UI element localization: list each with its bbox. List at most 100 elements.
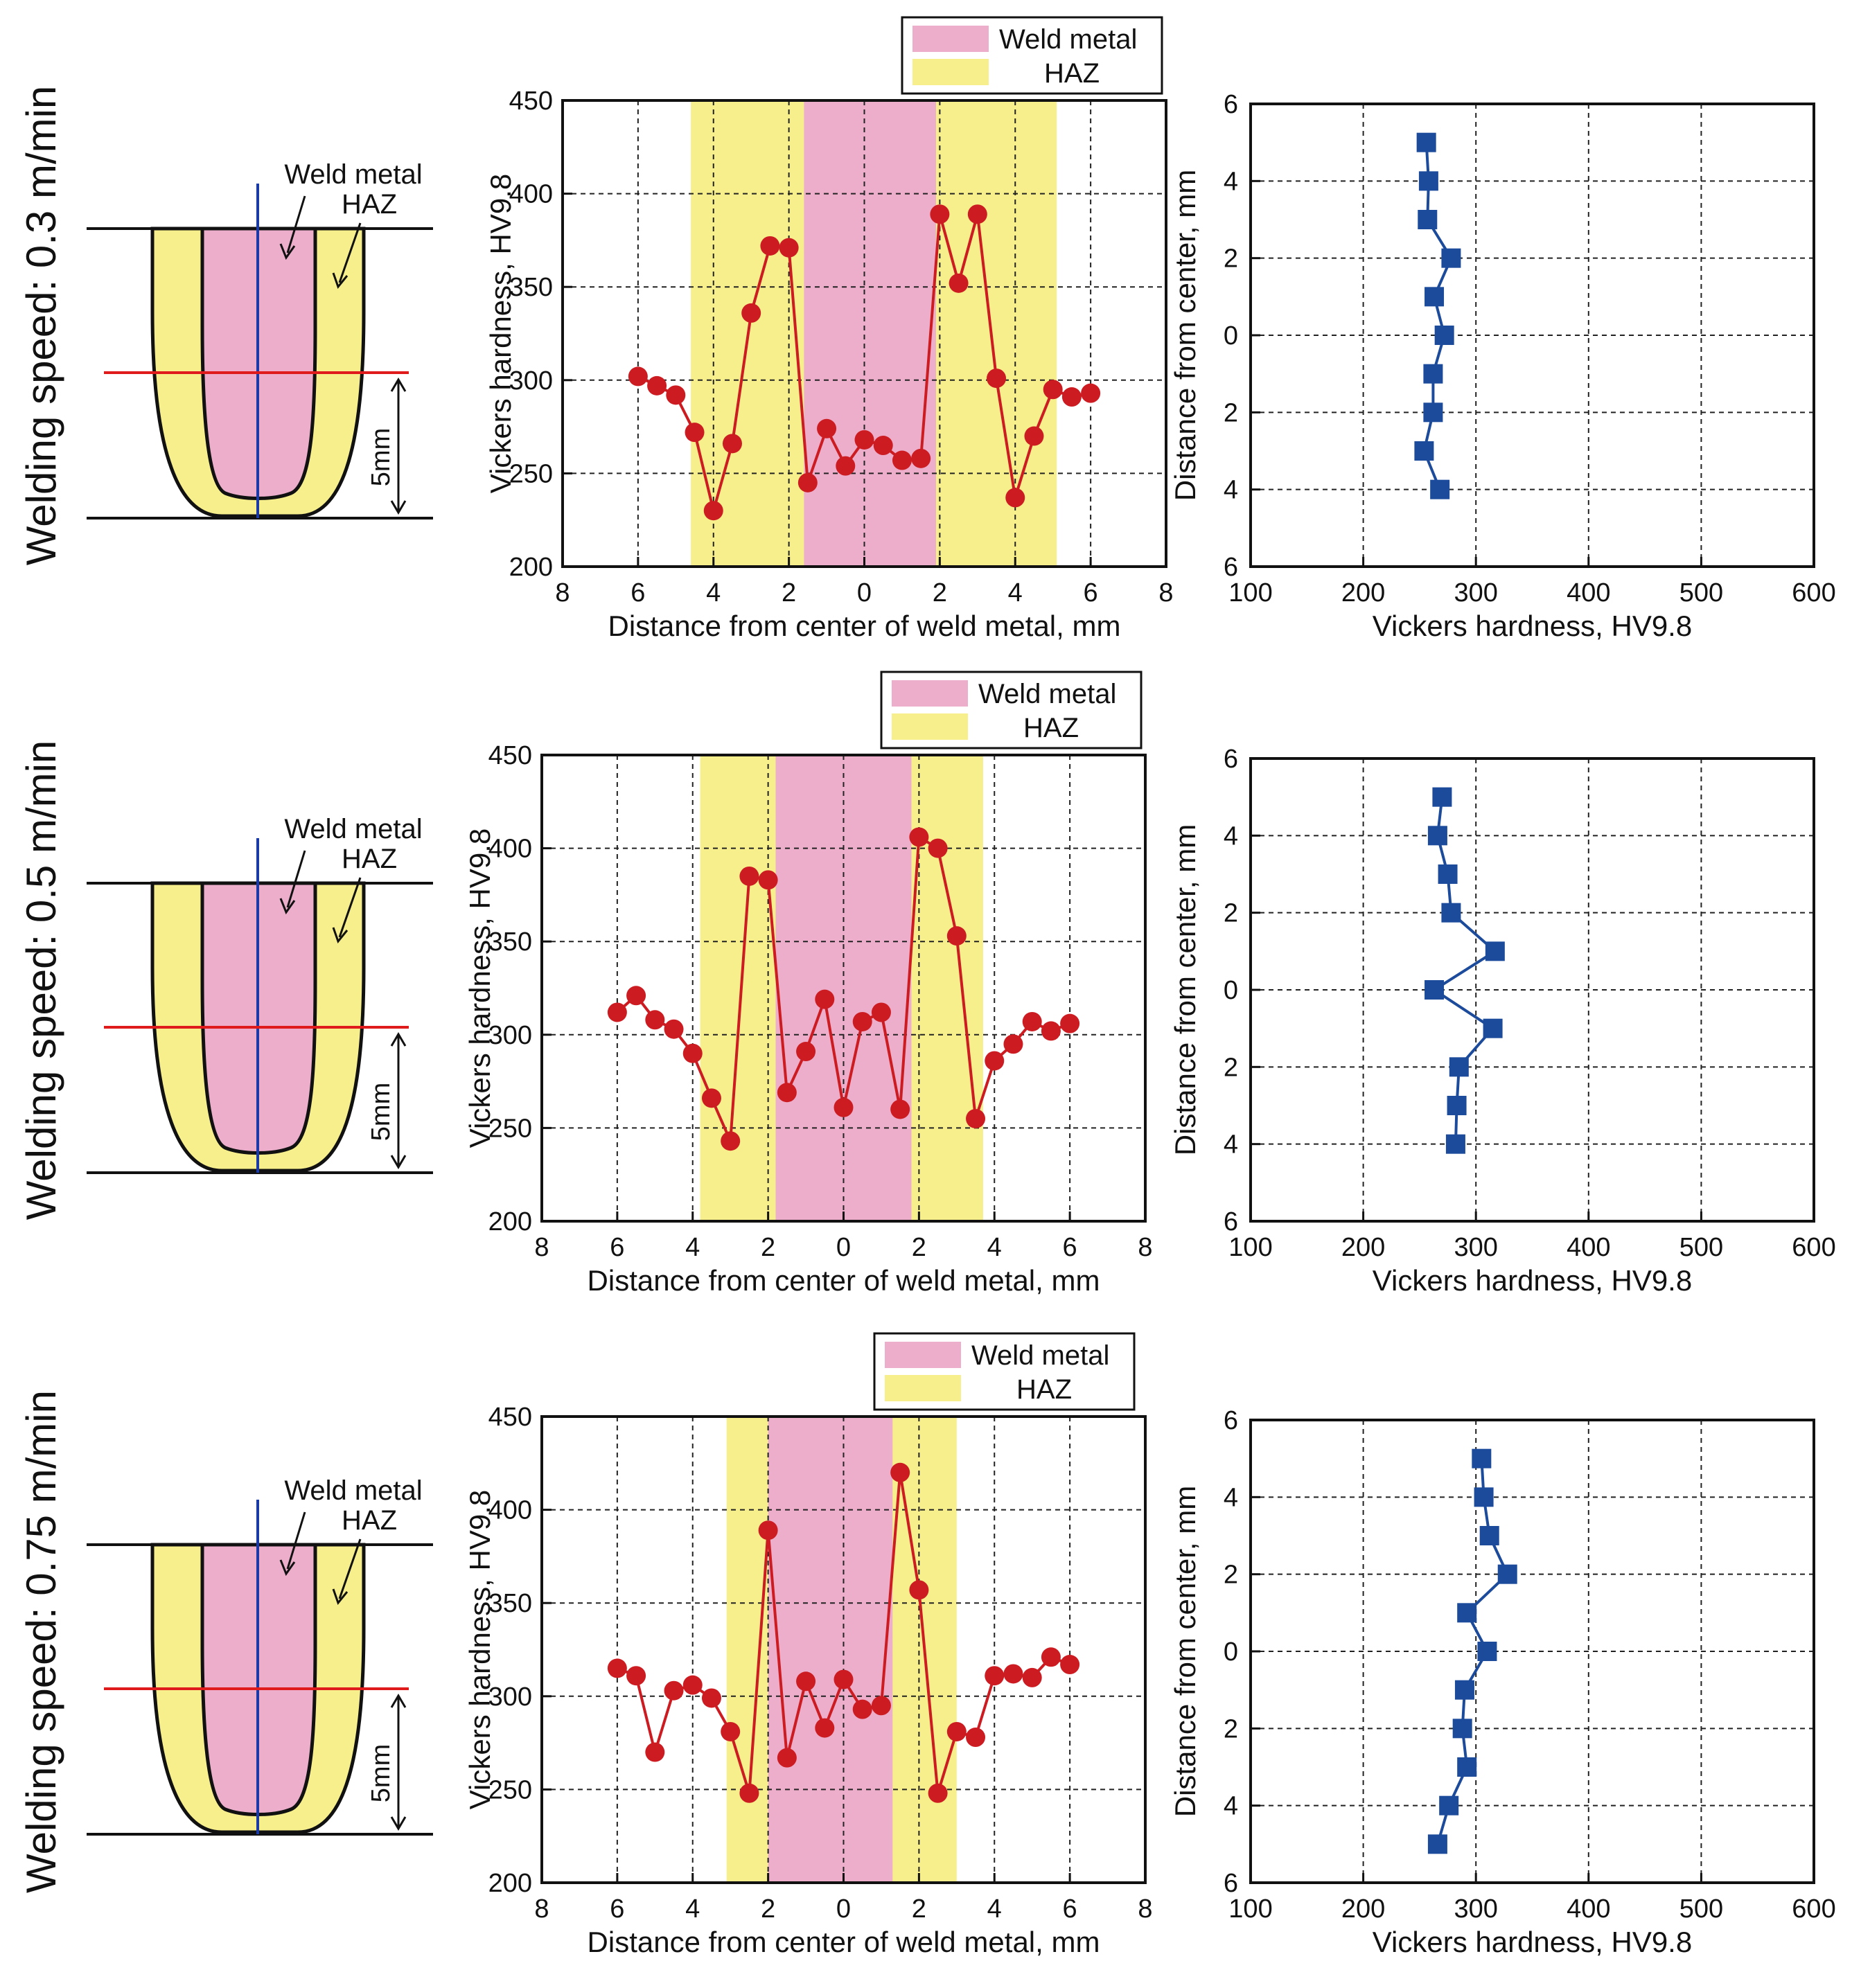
plot-frame [1249,1419,1815,1884]
x-tick-label: 100 [1228,578,1272,607]
x-tick-label: 200 [1341,1233,1385,1262]
legend-swatch-weld [912,26,989,52]
data-point [852,1699,872,1719]
data-point [739,866,759,886]
x-tick-label: 0 [836,1233,851,1262]
data-point [1454,1680,1474,1700]
x-tick-label: 2 [912,1233,926,1262]
y-tick-label: 350 [488,928,532,957]
data-point [1423,402,1443,423]
data-point [909,1580,929,1600]
y-tick-label: 4 [1224,822,1238,851]
weld-pointer [286,850,306,908]
data-point [1005,488,1025,508]
data-point [928,1783,948,1803]
row-label: Welding speed: 0.75 m/min [18,1390,64,1893]
plot-frame [1249,757,1815,1223]
data-point [1485,941,1505,961]
data-point [1483,1018,1503,1038]
data-point [607,1002,627,1022]
weld-metal-label: Weld metal [284,814,422,844]
y-axis-label: Distance from center, mm [1169,170,1201,501]
arrow-icon [332,272,349,290]
data-point [1022,1011,1042,1031]
data-point [1003,1034,1023,1054]
y-tick-label: 4 [1224,476,1238,505]
data-point [1477,1642,1497,1661]
data-point [890,1099,910,1119]
data-point [796,1671,816,1692]
data-point [911,448,931,468]
x-tick-label: 4 [987,1894,1002,1924]
data-point [721,1721,741,1741]
x-tick-label: 0 [857,578,872,607]
x-tick-label: 2 [933,578,947,607]
data-point [1497,1564,1517,1584]
data-point [871,1696,891,1716]
depth-label: 5mm [367,1744,396,1802]
legend-swatch-weld [885,1342,961,1368]
data-point [946,926,967,946]
data-point [966,1108,986,1128]
weld-band [804,100,936,567]
x-axis-label: Vickers hardness, HV9.8 [1373,1264,1692,1297]
data-point [777,1083,797,1103]
vertical-profile-chart: 100 200 300 400 500 600 6 4 2 0 2 4 6 Vickers hardnes… [1169,90,1836,642]
data-point [871,1002,891,1022]
data-point [645,1010,665,1030]
legend-label-haz: HAZ [1016,1374,1072,1405]
x-tick-label: 4 [987,1233,1002,1262]
y-tick-label: 2 [1224,899,1238,928]
data-point [1041,1647,1061,1667]
y-tick-label: 250 [509,459,553,488]
weld-pointer [286,195,306,254]
x-tick-label: 0 [836,1894,851,1924]
data-point [1457,1757,1477,1777]
x-tick-label: 500 [1679,1894,1723,1924]
legend-swatch-weld [892,680,968,707]
data-point [1060,1655,1080,1675]
y-tick-label: 4 [1224,1483,1238,1512]
data-point [758,1520,778,1541]
haz-pointer [338,1538,362,1599]
y-tick-label: 200 [488,1207,532,1236]
data-point [703,501,723,521]
y-tick-label: 250 [488,1775,532,1804]
data-point [779,238,799,258]
data-point [985,1666,1005,1686]
data-point [1479,1526,1499,1545]
data-point [1441,248,1461,268]
y-tick-label: 6 [1224,90,1238,119]
x-axis-label: Vickers hardness, HV9.8 [1373,610,1692,642]
x-tick-label: 2 [782,578,796,607]
data-point [607,1658,627,1678]
data-point [1447,1096,1467,1115]
x-tick-label: 6 [610,1233,624,1262]
y-axis-label: Vickers hardness, HV9.8 [464,828,496,1148]
legend-swatch-haz [892,713,968,740]
haz-pointer [338,222,362,283]
y-tick-label: 0 [1224,1638,1238,1667]
x-axis-label: Distance from center of weld metal, mm [588,1264,1100,1297]
y-tick-label: 450 [509,87,553,116]
data-point [1457,1603,1477,1623]
depth-label: 5mm [367,1083,396,1141]
data-point [701,1088,721,1108]
data-point [777,1748,797,1768]
hardness-line [1431,797,1498,1144]
data-point [664,1680,684,1701]
data-point [930,204,950,224]
data-point [1416,132,1436,152]
data-point [966,1728,986,1748]
legend-label-weld: Weld metal [971,1340,1109,1371]
y-tick-label: 0 [1224,976,1238,1005]
y-axis-label: Vickers hardness, HV9.8 [464,1490,496,1809]
x-tick-label: 4 [1008,578,1023,607]
x-tick-label: 200 [1341,578,1385,607]
